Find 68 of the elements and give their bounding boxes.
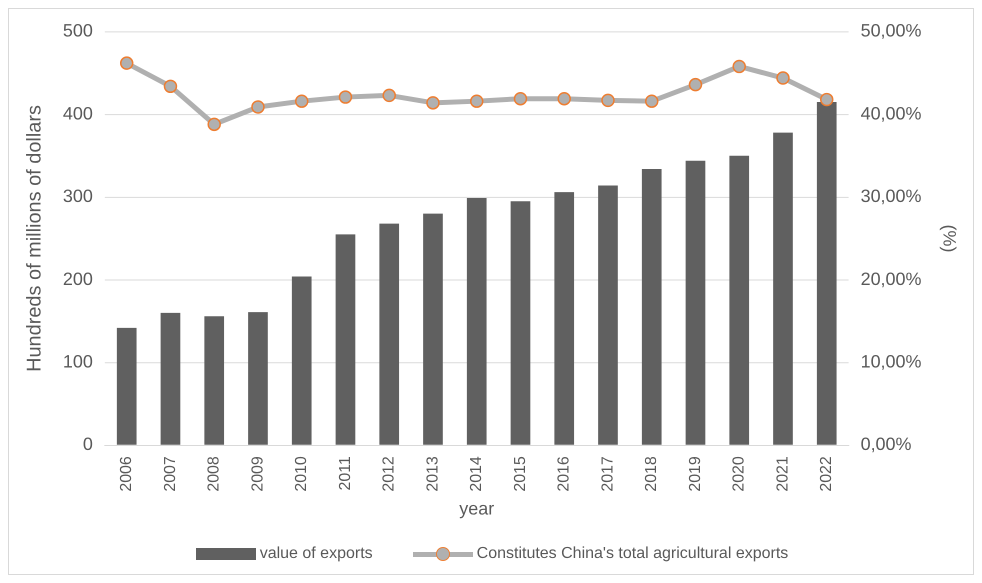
bar	[598, 186, 618, 445]
y-tick-label: 400	[62, 103, 93, 124]
x-tick-label: 2019	[686, 456, 704, 492]
x-tick-label: 2022	[818, 456, 836, 492]
bar	[729, 156, 750, 445]
x-tick-label: 2008	[206, 456, 223, 492]
bar	[773, 132, 793, 445]
x-tick-label: 2014	[468, 456, 486, 492]
x-tick-label: 2016	[556, 456, 573, 492]
bar	[204, 316, 224, 445]
y-tick-label: 0	[82, 434, 93, 454]
y2-tick-label: 50,00%	[860, 20, 922, 41]
point	[601, 94, 615, 108]
point	[732, 60, 746, 74]
point	[820, 92, 834, 106]
bar	[248, 312, 268, 445]
y-tick-label: 200	[62, 268, 93, 289]
y-tick-label: 300	[62, 186, 93, 206]
point	[688, 78, 702, 92]
bar	[160, 312, 180, 445]
x-axis-title: year	[459, 498, 494, 518]
bar	[686, 160, 706, 445]
bar	[816, 102, 837, 445]
point	[470, 94, 484, 108]
y2-tick-label: 30,00%	[860, 186, 922, 206]
x-tick-label: 2011	[336, 456, 354, 490]
bar	[642, 169, 662, 445]
y-axis-title: Hundreds of millions of dollars	[23, 105, 46, 372]
bar	[423, 214, 443, 445]
y-tick-label: 100	[62, 352, 93, 372]
y2-tick-label: 10,00%	[860, 352, 922, 372]
x-tick-label: 2007	[162, 456, 179, 492]
x-tick-label: 2012	[380, 456, 398, 492]
point	[426, 96, 440, 110]
point	[120, 56, 134, 70]
bar	[510, 201, 530, 445]
point	[207, 118, 221, 132]
point	[251, 100, 265, 114]
y2-tick-label: 0,00%	[860, 434, 912, 454]
bar	[116, 328, 137, 445]
point	[514, 92, 528, 106]
x-tick-label: 2017	[599, 456, 616, 492]
point	[776, 71, 790, 85]
y2-tick-label: 20,00%	[860, 268, 922, 289]
bar	[379, 224, 400, 445]
y2-tick-label: 40,00%	[860, 103, 922, 124]
x-tick-label: 2013	[424, 456, 442, 492]
x-tick-label: 2020	[730, 456, 748, 492]
y-tick-label: 500	[62, 20, 93, 41]
x-tick-label: 2009	[249, 456, 266, 492]
x-tick-label: 2021	[774, 456, 792, 492]
x-tick-label: 2015	[512, 456, 529, 492]
y2-axis-title: (%)	[939, 224, 960, 252]
point	[294, 94, 308, 108]
point	[557, 92, 571, 106]
point	[644, 94, 658, 108]
legend-label: value of exports	[260, 545, 373, 563]
bar	[466, 198, 487, 445]
x-tick-label: 2006	[118, 456, 136, 492]
bar	[554, 192, 574, 445]
point	[338, 90, 352, 104]
x-tick-label: 2010	[293, 456, 310, 492]
point	[164, 80, 178, 94]
x-tick-label: 2018	[643, 456, 660, 492]
point	[382, 88, 396, 102]
bar	[336, 234, 356, 445]
legend-label: Constitutes China's total agricultural exports	[476, 545, 788, 563]
bar	[292, 276, 312, 445]
